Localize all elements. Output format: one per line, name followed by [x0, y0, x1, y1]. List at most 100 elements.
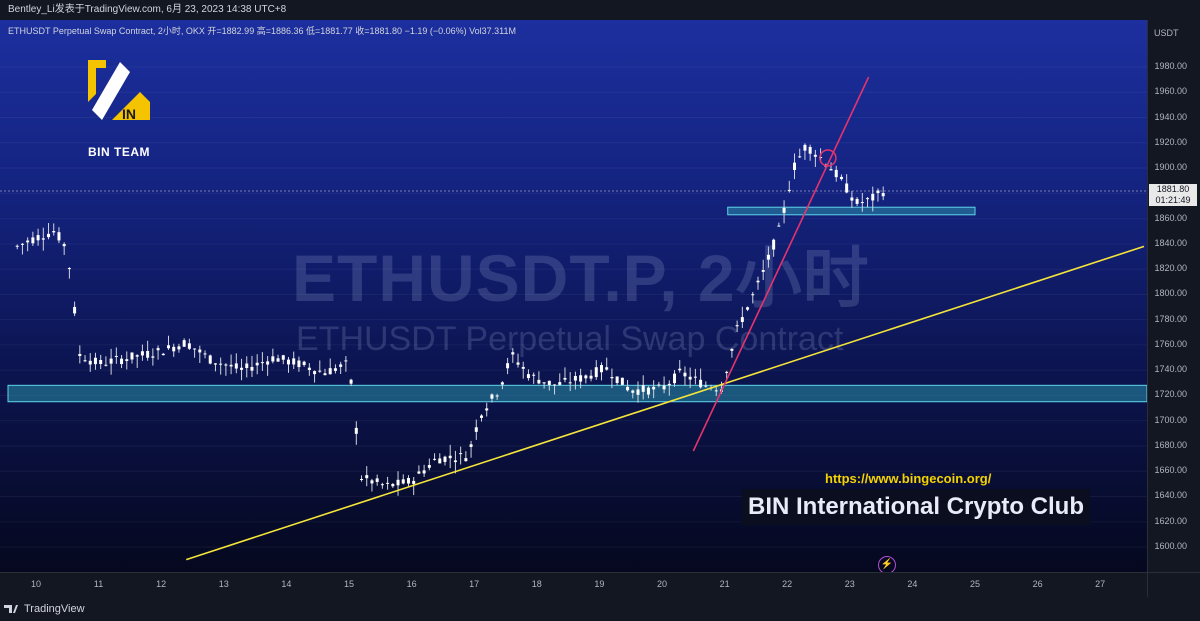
- time-tick-label: 17: [469, 579, 480, 589]
- candle-body: [234, 363, 238, 369]
- time-tick-label: 12: [156, 579, 167, 589]
- candle-body: [203, 353, 207, 355]
- candle-body: [803, 144, 807, 151]
- logo-caption: BIN TEAM: [88, 145, 150, 159]
- time-axis[interactable]: 10 11 12 13 14 15 16 17 18 19 20 21 22 23 24 25 26 27: [0, 572, 1147, 598]
- candle-body: [521, 366, 525, 369]
- candle-body: [787, 189, 791, 192]
- time-tick-label: 20: [656, 579, 668, 589]
- price-axis[interactable]: USDT 1600.00 1620.00 1640.00 1660.00 1680.00…: [1147, 20, 1200, 572]
- candle-body: [307, 367, 311, 371]
- promo-url[interactable]: https://www.bingecoin.org/: [825, 471, 992, 486]
- support-zone: [7, 384, 1147, 403]
- candle-body: [73, 306, 77, 314]
- candle-body: [365, 475, 369, 479]
- candle-body: [453, 460, 457, 463]
- candle-body: [370, 480, 374, 484]
- candle-body: [386, 482, 390, 484]
- candle-body: [427, 464, 431, 468]
- lightning-icon[interactable]: ⚡: [878, 556, 896, 572]
- candle-body: [391, 483, 395, 487]
- candle-body: [594, 367, 598, 378]
- candle-body: [615, 376, 619, 384]
- candle-body: [678, 368, 682, 371]
- candle-body: [693, 376, 697, 378]
- candle-body: [526, 374, 530, 379]
- candle-body: [829, 169, 833, 171]
- candle-body: [542, 382, 546, 384]
- price-tick-label: 1820.00: [1154, 263, 1187, 274]
- price-tick-label: 1780.00: [1154, 313, 1187, 324]
- candle-body: [344, 360, 348, 362]
- price-tick-label: 1840.00: [1154, 237, 1187, 248]
- candle-body: [605, 367, 609, 370]
- candle-body: [547, 380, 551, 385]
- time-tick-label: 11: [93, 579, 104, 589]
- footer-brand: TradingView: [24, 603, 85, 615]
- candle-body: [318, 370, 322, 372]
- candle-body: [31, 237, 35, 244]
- candle-body: [62, 243, 66, 247]
- time-tick-label: 21: [719, 579, 730, 589]
- time-tick-label: 18: [531, 579, 542, 589]
- candle-body: [495, 395, 499, 397]
- candle-body: [782, 207, 786, 213]
- candle-body: [652, 386, 656, 390]
- candle-body: [266, 361, 270, 365]
- candle-body: [47, 233, 51, 238]
- candle-body: [120, 358, 124, 365]
- price-tick-label: 1920.00: [1154, 136, 1187, 147]
- candle-body: [490, 394, 494, 399]
- candle-body: [417, 471, 421, 474]
- price-tick-label: 1740.00: [1154, 364, 1187, 375]
- candle-body: [375, 478, 379, 482]
- candle-body: [255, 362, 259, 366]
- candle-body: [114, 355, 118, 357]
- time-tick-label: 16: [406, 579, 417, 589]
- pink-trendline: [692, 76, 870, 452]
- time-tick-label: 24: [907, 579, 918, 589]
- candle-body: [553, 384, 557, 386]
- candle-body: [286, 359, 290, 365]
- candle-body: [855, 198, 859, 204]
- candle-body: [302, 361, 306, 365]
- candle-body: [626, 386, 630, 391]
- support-zone: [727, 206, 976, 216]
- candle-body: [104, 364, 108, 366]
- candle-body: [146, 350, 150, 358]
- candle-body: [756, 280, 760, 283]
- candle-body: [876, 190, 880, 194]
- candle-body: [599, 365, 603, 373]
- candle-body: [662, 385, 666, 390]
- breakout-marker: [819, 149, 837, 167]
- candle-body: [740, 317, 744, 322]
- time-tick-label: 15: [343, 579, 355, 589]
- axis-corner: [1147, 572, 1200, 598]
- candle-body: [276, 358, 280, 362]
- candle-body: [610, 377, 614, 379]
- candle-body: [881, 193, 885, 197]
- candle-body: [36, 235, 40, 241]
- candle-body: [406, 478, 410, 484]
- candle-body: [412, 480, 416, 484]
- candle-body: [860, 202, 864, 204]
- time-tick-label: 23: [844, 579, 855, 589]
- candle-body: [558, 382, 562, 385]
- price-tick-label: 1960.00: [1154, 86, 1187, 97]
- candle-body: [140, 351, 144, 356]
- price-tick-label: 1720.00: [1154, 389, 1187, 400]
- candle-body: [313, 371, 317, 375]
- candle-body: [208, 355, 212, 364]
- candle-body: [151, 356, 155, 358]
- candle-body: [866, 198, 870, 200]
- price-tick-label: 1900.00: [1154, 162, 1187, 173]
- chart-canvas[interactable]: ETHUSDT Perpetual Swap Contract, 2小时, OK…: [0, 20, 1147, 572]
- candle-body: [271, 356, 275, 362]
- time-tick-label: 26: [1032, 579, 1043, 589]
- yellow-trendline: [185, 245, 1145, 561]
- bin-team-logo: IN: [84, 60, 154, 130]
- publish-info-bar: Bentley_Li发表于TradingView.com, 6月 23, 202…: [0, 0, 1200, 20]
- candle-body: [584, 375, 588, 379]
- watermark-symbol: ETHUSDT.P, 2小时: [292, 241, 870, 315]
- candle-body: [422, 470, 426, 474]
